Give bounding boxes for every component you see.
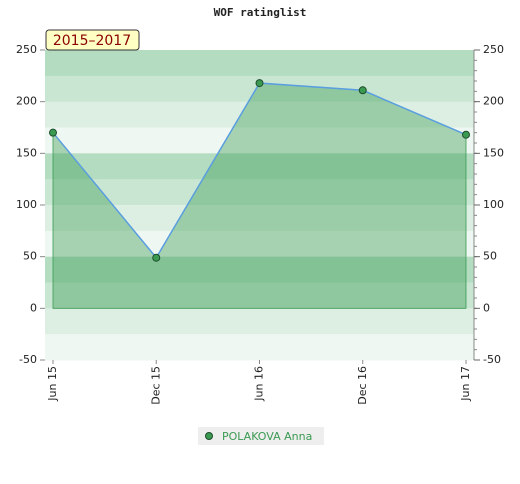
background-stripe bbox=[45, 282, 474, 309]
y-tick-label: 100 bbox=[16, 198, 37, 211]
y2-tick-label: 200 bbox=[483, 95, 504, 108]
y2-tick-label: -50 bbox=[483, 353, 501, 366]
background-stripe bbox=[45, 230, 474, 258]
annotation-box bbox=[45, 29, 140, 51]
legend-label: POLAKOVA Anna bbox=[222, 430, 312, 443]
background-stripe bbox=[45, 308, 474, 335]
point bbox=[152, 253, 161, 262]
x-tick-label: Dec 15 bbox=[149, 366, 162, 405]
y-tick-label: 0 bbox=[30, 301, 37, 314]
y-tick-label: 50 bbox=[23, 250, 37, 263]
y-tick-label: 250 bbox=[16, 43, 37, 56]
background-stripe bbox=[45, 153, 474, 180]
point bbox=[49, 128, 57, 137]
y2-tick-label: 100 bbox=[483, 198, 504, 211]
y2-tick-label: 150 bbox=[483, 146, 504, 159]
background-stripe bbox=[45, 50, 474, 77]
legend-marker bbox=[205, 432, 213, 440]
legend: POLAKOVA Anna bbox=[198, 427, 324, 445]
x-tick-label: Jun 15 bbox=[46, 366, 59, 402]
point bbox=[462, 130, 470, 139]
background-stripe bbox=[45, 127, 474, 154]
y2-tick-label: 0 bbox=[483, 301, 490, 314]
legend-box bbox=[198, 427, 324, 445]
y-tick-label: 200 bbox=[16, 95, 37, 108]
background-stripe bbox=[45, 334, 474, 361]
background-stripe bbox=[45, 256, 474, 283]
point bbox=[255, 79, 264, 88]
x-tick-label: Jun 17 bbox=[459, 366, 472, 402]
chart-title: WOF ratinglist bbox=[214, 6, 307, 19]
y2-tick-label: 250 bbox=[483, 43, 504, 56]
y2-tick-label: 50 bbox=[483, 250, 497, 263]
annotation: 2015–2017 bbox=[53, 33, 131, 49]
y-tick-label: -50 bbox=[19, 353, 37, 366]
y-tick-label: 150 bbox=[16, 146, 37, 159]
x-tick-label: Jun 16 bbox=[253, 366, 266, 402]
background-stripe bbox=[45, 101, 474, 128]
point bbox=[358, 86, 367, 95]
background-stripe bbox=[45, 179, 474, 206]
x-tick-label: Dec 16 bbox=[356, 366, 369, 405]
